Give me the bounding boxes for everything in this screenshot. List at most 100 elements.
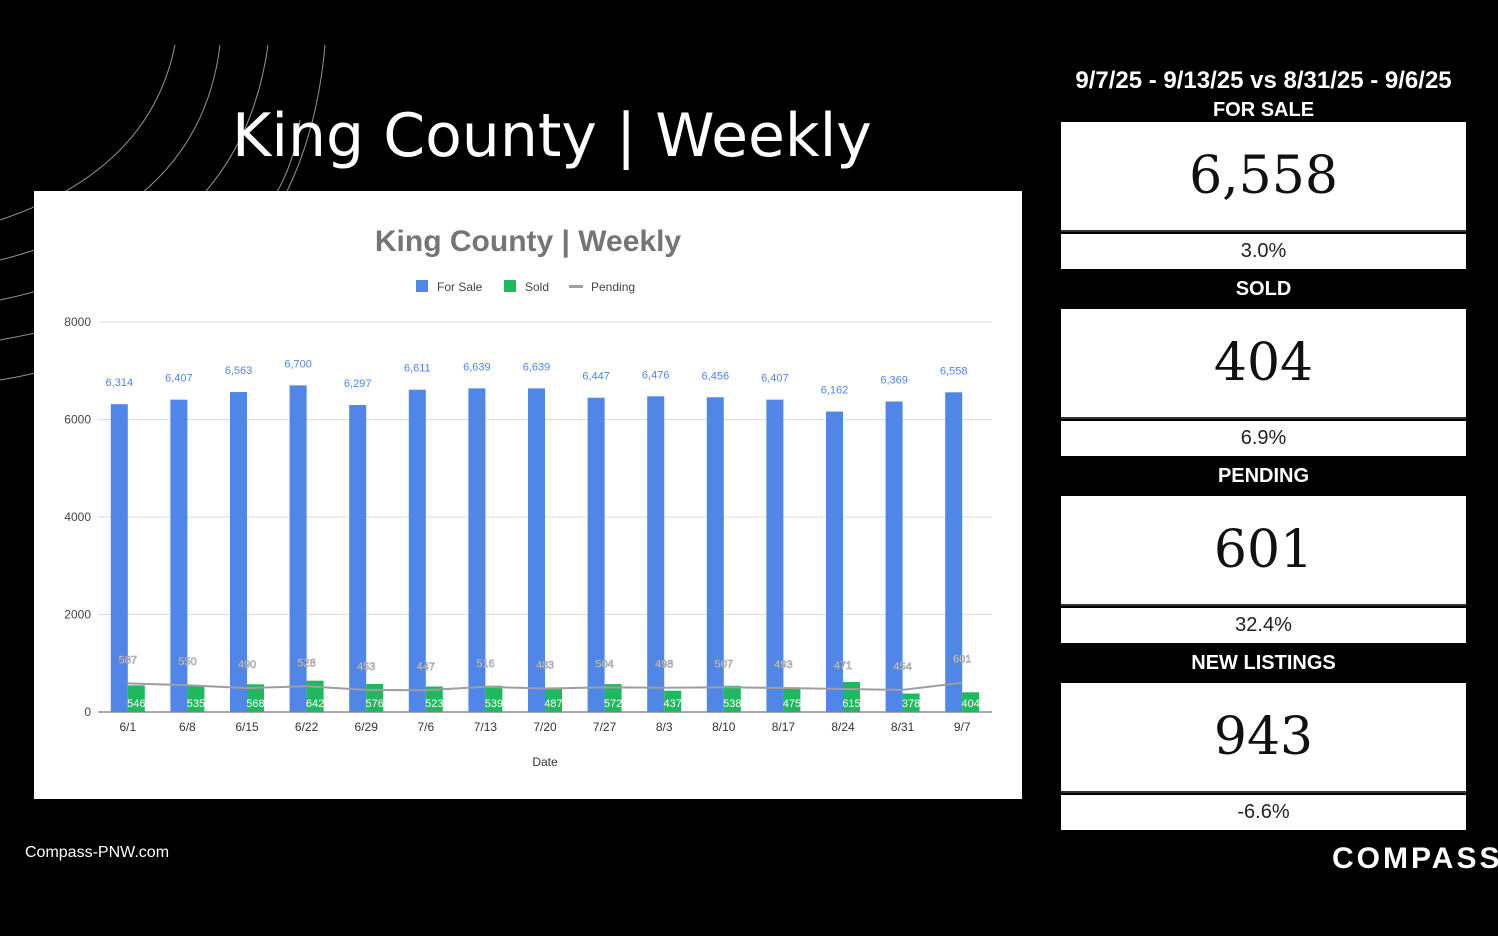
legend-label-for-sale: For Sale [437,280,483,294]
data-label-for-sale: 6,162 [821,385,849,397]
data-label-for-sale: 6,700 [284,358,312,370]
data-label-sold: 538 [723,698,741,710]
data-label-sold: 437 [664,698,682,710]
y-tick-label: 8000 [64,315,91,329]
data-label-for-sale: 6,447 [582,371,610,383]
y-tick-label: 0 [84,705,91,719]
x-tick-label: 8/24 [831,720,855,734]
data-label-pending: 447 [417,661,435,673]
x-tick-label: 7/13 [474,720,498,734]
bar-sold [127,685,145,712]
stat-change: -6.6% [1061,795,1466,830]
data-label-sold: 576 [366,698,384,710]
x-tick-label: 8/10 [712,720,736,734]
legend-label-sold: Sold [525,280,549,294]
x-tick-label: 9/7 [954,720,971,734]
bar-for-sale [468,388,486,712]
stat-value: 404 [1061,309,1466,419]
data-label-sold: 546 [127,698,145,710]
x-axis-label: Date [532,755,558,769]
x-tick-label: 6/15 [235,720,259,734]
bar-sold [425,686,443,712]
data-label-for-sale: 6,407 [761,373,789,385]
bar-for-sale [408,389,426,712]
data-label-pending: 507 [715,658,733,670]
bar-sold [247,684,264,712]
bar-sold [545,688,562,712]
bar-for-sale [289,385,307,712]
x-tick-label: 6/22 [295,720,319,734]
data-label-pending: 483 [536,659,554,671]
data-label-sold: 539 [485,698,503,710]
data-label-for-sale: 6,639 [463,361,491,373]
data-label-pending: 587 [119,654,137,666]
data-label-for-sale: 6,369 [880,375,908,387]
data-label-for-sale: 6,314 [106,377,134,389]
data-label-sold: 378 [902,698,920,710]
legend-label-pending: Pending [591,280,635,294]
x-tick-label: 6/29 [355,720,379,734]
y-tick-label: 4000 [64,510,91,524]
bar-for-sale [885,401,903,712]
stat-sold: SOLD 404 6.9% [1061,269,1466,456]
data-label-pending: 550 [178,656,196,668]
data-label-pending: 454 [893,661,911,673]
data-label-pending: 490 [238,659,256,671]
bar-for-sale [110,404,128,712]
data-label-sold: 475 [783,698,801,710]
y-tick-label: 6000 [64,413,91,427]
bar-sold [187,685,205,712]
stat-value: 6,558 [1061,122,1466,232]
data-label-for-sale: 6,476 [642,369,670,381]
data-label-pending: 471 [834,660,852,672]
data-label-sold: 572 [604,698,622,710]
data-label-for-sale: 6,611 [404,363,431,375]
x-tick-label: 8/17 [772,720,796,734]
data-label-for-sale: 6,558 [940,365,968,377]
stat-label: NEW LISTINGS [1191,652,1336,674]
data-label-pending: 498 [655,659,673,671]
x-tick-label: 6/1 [119,720,136,734]
data-label-sold: 487 [544,698,562,710]
legend-swatch-for-sale [416,280,428,292]
data-label-for-sale: 6,563 [225,365,253,377]
stat-value: 601 [1061,496,1466,606]
chart-title: King County | Weekly [375,225,682,258]
x-tick-label: 7/6 [417,720,434,734]
bar-sold [306,680,324,712]
bar-for-sale [587,397,605,712]
bar-for-sale [647,396,665,712]
bar-for-sale [349,405,367,712]
data-label-sold: 523 [425,698,443,710]
chart-card: King County | Weekly For Sale Sold Pending 0… [34,191,1022,799]
bar-for-sale [170,399,188,712]
date-range: 9/7/25 - 9/13/25 vs 8/31/25 - 9/6/25 [1075,67,1452,94]
legend-swatch-sold [504,280,516,292]
data-label-for-sale: 6,639 [523,361,551,373]
legend-swatch-pending [569,285,583,288]
data-label-pending: 453 [357,661,375,673]
data-label-sold: 568 [246,698,264,710]
data-label-sold: 642 [306,698,324,710]
bar-for-sale [528,388,545,712]
bar-for-sale [706,397,724,712]
bar-for-sale [230,392,247,712]
website-link[interactable]: Compass-PNW.com [25,844,170,861]
weekly-chart: King County | Weekly For Sale Sold Pending 0… [64,225,992,769]
bar-sold [783,688,801,712]
x-tick-label: 6/8 [179,720,196,734]
data-label-pending: 601 [953,654,971,666]
bar-for-sale [766,399,784,712]
x-tick-label: 7/27 [593,720,617,734]
x-tick-label: 8/3 [656,720,673,734]
bar-for-sale [945,392,963,712]
stat-label: FOR SALE [1212,99,1315,121]
stat-label: SOLD [1235,278,1292,300]
bar-sold [604,684,622,712]
brand-logo: COMPASS [1332,842,1498,875]
bar-sold [962,692,980,712]
line-pending [127,681,963,692]
bar-for-sale [826,411,843,712]
stat-change: 3.0% [1061,234,1466,269]
data-label-sold: 615 [842,698,860,710]
